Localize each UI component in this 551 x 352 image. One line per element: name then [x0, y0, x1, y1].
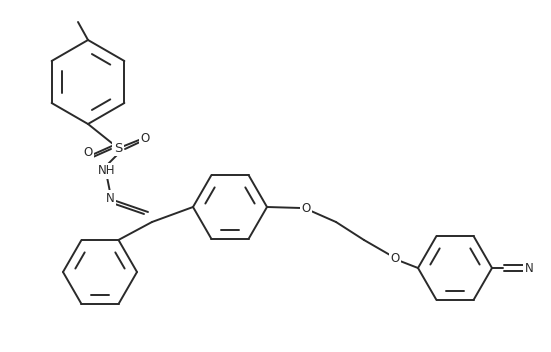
Text: O: O — [301, 201, 311, 214]
Text: O: O — [390, 251, 399, 264]
Text: O: O — [83, 145, 93, 158]
Text: N: N — [106, 191, 115, 205]
Text: O: O — [141, 132, 150, 145]
Text: NH: NH — [98, 164, 116, 177]
Text: S: S — [114, 142, 122, 155]
Text: N: N — [525, 262, 533, 275]
